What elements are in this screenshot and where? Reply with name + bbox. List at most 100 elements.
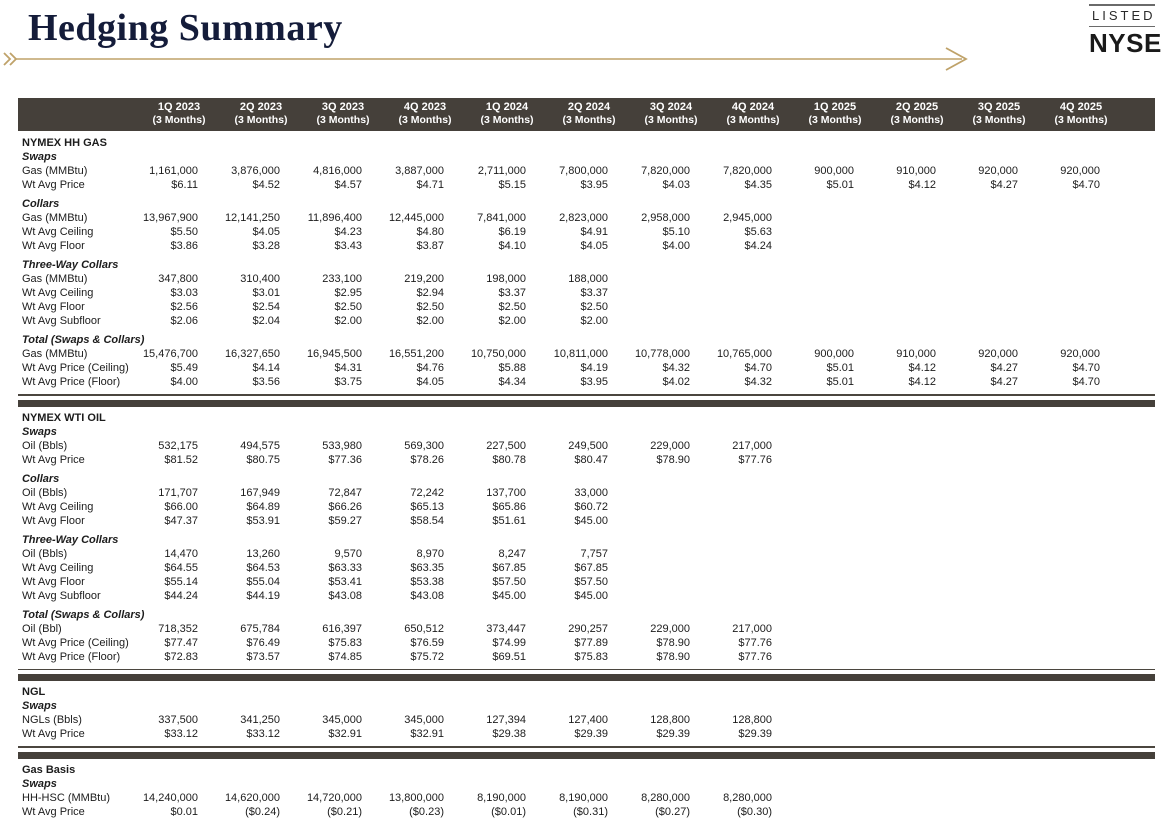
value-cell: $3.37 bbox=[580, 287, 608, 299]
divider-thin-rule bbox=[18, 394, 1155, 396]
value-cell bbox=[794, 650, 876, 664]
section-gas-basis: Gas Basis Swaps HH-HSC (MMBtu) 14,240,000 14… bbox=[18, 763, 1155, 819]
value-cell: $5.50 bbox=[170, 226, 198, 238]
row-label: Wt Avg Subfloor bbox=[22, 589, 101, 602]
value-cell: $2.54 bbox=[252, 301, 280, 313]
value-cell: $76.49 bbox=[246, 636, 280, 649]
value-cell: $3.43 bbox=[334, 240, 362, 252]
value-cell: 7,757 bbox=[580, 547, 608, 560]
value-cell: 920,000 bbox=[1060, 348, 1100, 360]
value-cell: 3,887,000 bbox=[395, 165, 444, 177]
row-label: Gas (MMBtu) bbox=[22, 273, 88, 285]
value-cell: 12,445,000 bbox=[388, 212, 444, 224]
row-spacer bbox=[1122, 575, 1155, 589]
value-cell: 533,980 bbox=[322, 439, 362, 452]
value-cell: 10,778,000 bbox=[634, 348, 690, 360]
value-cell: 569,300 bbox=[404, 439, 444, 452]
value-cell: $4.02 bbox=[662, 376, 690, 388]
value-cell bbox=[794, 561, 876, 575]
row-spacer bbox=[1122, 650, 1155, 664]
group-collars: Collars Gas (MMBtu) 13,967,900 12,141,250 11… bbox=[18, 197, 1155, 253]
group-swaps: Swaps NGLs (Bbls) 337,500 341,250 345,000 345… bbox=[18, 699, 1155, 741]
value-cell: 2,945,000 bbox=[723, 212, 772, 224]
value-cell: 127,400 bbox=[568, 714, 608, 726]
value-cell bbox=[876, 805, 958, 819]
value-cell: $66.26 bbox=[328, 500, 362, 513]
value-cell: $4.27 bbox=[990, 362, 1018, 374]
value-cell bbox=[876, 300, 958, 314]
column-header-2q-2023: 2Q 2023 (3 Months) bbox=[220, 101, 302, 127]
quarter-label: 2Q 2025 bbox=[895, 101, 939, 113]
section-divider bbox=[18, 394, 1155, 407]
table-row: HH-HSC (MMBtu) 14,240,000 14,620,000 14,720… bbox=[18, 791, 1155, 805]
value-cell: $65.13 bbox=[410, 500, 444, 513]
value-cell: $4.23 bbox=[334, 226, 362, 238]
value-cell bbox=[794, 300, 876, 314]
row-spacer bbox=[1122, 347, 1155, 361]
row-spacer bbox=[1122, 727, 1155, 741]
value-cell: 7,820,000 bbox=[723, 165, 772, 177]
section-nymex-wti-oil: NYMEX WTI OIL Swaps Oil (Bbls) 532,175 494,5… bbox=[18, 411, 1155, 664]
value-cell bbox=[1040, 314, 1122, 328]
value-cell: 167,949 bbox=[240, 486, 280, 499]
row-label: Wt Avg Price bbox=[22, 179, 85, 191]
period-label: (3 Months) bbox=[972, 114, 1026, 126]
table-row: Wt Avg Floor $55.14 $55.04 $53.41 $53.38 $57.… bbox=[18, 575, 1155, 589]
value-cell: 920,000 bbox=[1060, 165, 1100, 177]
value-cell: 8,190,000 bbox=[559, 791, 608, 804]
value-cell bbox=[958, 514, 1040, 528]
column-header-spacer bbox=[18, 101, 138, 127]
value-cell bbox=[1040, 575, 1122, 589]
value-cell: $2.50 bbox=[498, 301, 526, 313]
value-cell: $5.63 bbox=[744, 226, 772, 238]
period-label: (3 Months) bbox=[562, 114, 616, 126]
value-cell: $33.12 bbox=[164, 728, 198, 740]
group-swaps: Swaps Oil (Bbls) 532,175 494,575 533,980 569,… bbox=[18, 425, 1155, 467]
value-cell: 14,240,000 bbox=[142, 791, 198, 804]
value-cell bbox=[876, 211, 958, 225]
divider-thin-rule bbox=[18, 746, 1155, 748]
value-cell: 217,000 bbox=[732, 622, 772, 635]
value-cell: $2.95 bbox=[334, 287, 362, 299]
value-cell bbox=[876, 286, 958, 300]
value-cell: $4.12 bbox=[908, 362, 936, 374]
value-cell: $3.95 bbox=[580, 376, 608, 388]
value-cell: $2.56 bbox=[170, 301, 198, 313]
value-cell: $78.90 bbox=[656, 636, 690, 649]
value-cell: $5.15 bbox=[498, 179, 526, 191]
nyse-listed-badge: LISTED NYSE bbox=[1089, 4, 1161, 59]
value-cell bbox=[1040, 239, 1122, 253]
value-cell: $57.50 bbox=[492, 575, 526, 588]
value-cell: 8,247 bbox=[498, 547, 526, 560]
row-spacer bbox=[1122, 514, 1155, 528]
value-cell: $4.70 bbox=[744, 362, 772, 374]
row-spacer bbox=[1122, 805, 1155, 819]
value-cell: $72.83 bbox=[164, 650, 198, 663]
value-cell: $4.70 bbox=[1072, 179, 1100, 191]
double-chevron-icon bbox=[3, 52, 18, 66]
value-cell bbox=[630, 314, 712, 328]
row-label: Gas (MMBtu) bbox=[22, 212, 88, 224]
hedging-table: 1Q 2023 (3 Months) 2Q 2023 (3 Months) 3Q 202… bbox=[18, 98, 1155, 824]
period-label: (3 Months) bbox=[152, 114, 206, 126]
value-cell: 347,800 bbox=[158, 273, 198, 285]
table-row: Wt Avg Price (Floor) $4.00 $3.56 $3.75 $4.05… bbox=[18, 375, 1155, 389]
value-cell bbox=[958, 561, 1040, 575]
value-cell bbox=[794, 514, 876, 528]
value-cell bbox=[1040, 439, 1122, 453]
row-label: NGLs (Bbls) bbox=[22, 714, 82, 726]
value-cell: 10,811,000 bbox=[553, 348, 608, 360]
value-cell: $4.24 bbox=[744, 240, 772, 252]
value-cell: $2.50 bbox=[334, 301, 362, 313]
value-cell: $4.34 bbox=[498, 376, 526, 388]
value-cell: $73.57 bbox=[246, 650, 280, 663]
value-cell: 137,700 bbox=[486, 486, 526, 499]
value-cell: $33.12 bbox=[246, 728, 280, 740]
value-cell bbox=[1040, 713, 1122, 727]
value-cell bbox=[794, 225, 876, 239]
value-cell: $51.61 bbox=[492, 514, 526, 527]
value-cell: 2,711,000 bbox=[477, 165, 526, 177]
value-cell: $4.35 bbox=[744, 179, 772, 191]
row-label: Oil (Bbls) bbox=[22, 547, 68, 560]
period-label: (3 Months) bbox=[1054, 114, 1108, 126]
